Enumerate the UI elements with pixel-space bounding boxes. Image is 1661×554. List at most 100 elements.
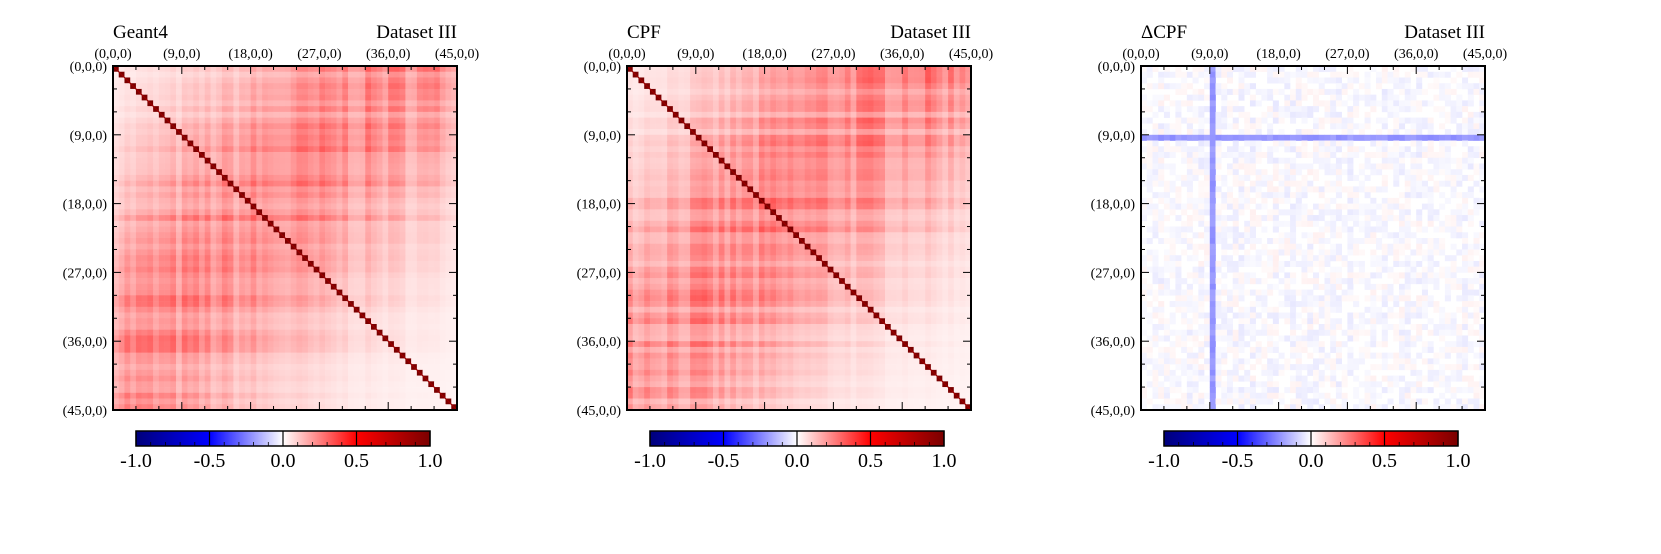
heatmap-cell — [141, 169, 148, 176]
heatmap-cell — [793, 134, 800, 141]
heatmap-cell — [382, 266, 389, 273]
heatmap-cell — [279, 341, 286, 348]
heatmap-cell — [399, 329, 406, 336]
heatmap-cell — [130, 146, 137, 153]
heatmap-cell — [701, 163, 708, 170]
heatmap-cell — [445, 295, 452, 302]
heatmap-cell — [348, 278, 355, 285]
heatmap-cell — [718, 100, 725, 107]
heatmap-cell — [445, 186, 452, 193]
heatmap-cell — [428, 398, 435, 405]
heatmap-cell — [953, 123, 960, 130]
heatmap-cell — [388, 272, 395, 279]
heatmap-cell — [919, 146, 926, 153]
heatmap-cell — [445, 358, 452, 365]
heatmap-cell — [816, 174, 823, 181]
heatmap-cell — [290, 381, 297, 388]
heatmap-cell — [655, 83, 662, 90]
heatmap-cell — [353, 329, 360, 336]
heatmap-cell — [353, 278, 360, 285]
heatmap-cell — [365, 215, 372, 222]
heatmap-cell — [353, 111, 360, 118]
heatmap-cell — [244, 111, 251, 118]
heatmap-cell — [302, 111, 309, 118]
heatmap-cell — [285, 220, 292, 227]
heatmap-cell — [135, 295, 142, 302]
heatmap-cell — [661, 180, 668, 187]
heatmap-cell — [371, 66, 378, 73]
heatmap-cell — [867, 106, 874, 113]
heatmap-cell — [913, 111, 920, 118]
heatmap-cell — [856, 140, 863, 147]
heatmap-cell — [405, 266, 412, 273]
heatmap-cell — [371, 335, 378, 342]
heatmap-cell — [170, 392, 177, 399]
heatmap-cell — [856, 71, 863, 78]
heatmap-cell — [411, 249, 418, 256]
heatmap-cell — [764, 117, 771, 124]
heatmap-cell — [187, 324, 194, 331]
heatmap-cell — [158, 387, 165, 394]
heatmap-cell — [187, 100, 194, 107]
heatmap-cell — [330, 364, 337, 371]
heatmap-cell — [307, 186, 314, 193]
heatmap-cell — [336, 324, 343, 331]
heatmap-cell — [210, 260, 217, 267]
heatmap-cell — [902, 77, 909, 84]
heatmap-cell — [856, 174, 863, 181]
heatmap-cell — [627, 174, 634, 181]
heatmap-cell — [113, 266, 120, 273]
heatmap-cell — [411, 203, 418, 210]
heatmap-cell — [330, 329, 337, 336]
heatmap-cell — [330, 272, 337, 279]
heatmap-cell — [285, 272, 292, 279]
heatmap-cell — [181, 197, 188, 204]
heatmap-cell — [342, 152, 349, 159]
heatmap-cell — [667, 134, 674, 141]
heatmap-cell — [273, 77, 280, 84]
heatmap-cell — [382, 289, 389, 296]
heatmap-cell — [296, 381, 303, 388]
heatmap-cell — [684, 169, 691, 176]
heatmap-cell — [856, 94, 863, 101]
heatmap-cell — [718, 66, 725, 73]
heatmap-cell — [439, 123, 446, 130]
heatmap-cell — [393, 301, 400, 308]
heatmap-cell — [193, 306, 200, 313]
heatmap-cell — [135, 329, 142, 336]
heatmap-cell — [707, 163, 714, 170]
heatmap-cell — [216, 226, 223, 233]
heatmap-cell — [411, 226, 418, 233]
heatmap-cell — [348, 295, 355, 302]
heatmap-cell — [290, 106, 297, 113]
heatmap-cell — [411, 295, 418, 302]
heatmap-cell — [170, 398, 177, 405]
heatmap-cell — [439, 375, 446, 382]
heatmap-cell — [913, 66, 920, 73]
heatmap-cell — [907, 140, 914, 147]
heatmap-cell — [221, 312, 228, 319]
heatmap-cell — [296, 169, 303, 176]
heatmap-cell — [764, 88, 771, 95]
heatmap-cell — [758, 140, 765, 147]
heatmap-cell — [244, 186, 251, 193]
heatmap-cell — [135, 134, 142, 141]
heatmap-cell — [781, 123, 788, 130]
heatmap-cell — [158, 301, 165, 308]
heatmap-cell — [695, 77, 702, 84]
heatmap-cell — [942, 180, 949, 187]
heatmap-cell — [141, 324, 148, 331]
heatmap-cell — [233, 249, 240, 256]
heatmap-cell — [856, 163, 863, 170]
heatmap-cell — [451, 249, 458, 256]
x-tick-label: (36,0,0) — [366, 47, 411, 62]
heatmap-cell — [319, 238, 326, 245]
heatmap-cell — [325, 111, 332, 118]
heatmap-cell — [313, 186, 320, 193]
heatmap-cell — [411, 186, 418, 193]
heatmap-cell — [158, 272, 165, 279]
heatmap-cell — [907, 129, 914, 136]
heatmap-cell — [279, 180, 286, 187]
heatmap-cell — [371, 312, 378, 319]
heatmap-cell — [193, 346, 200, 353]
